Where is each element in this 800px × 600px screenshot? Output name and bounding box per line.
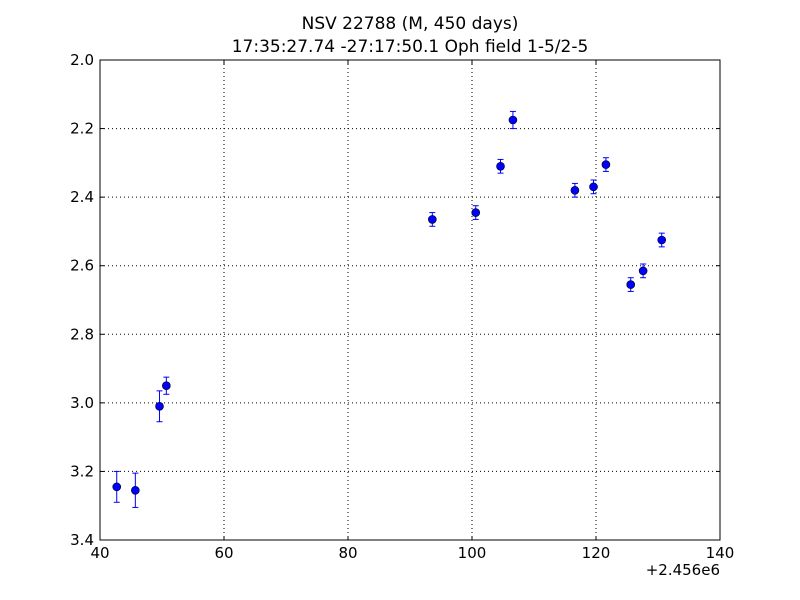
data-point (638, 263, 648, 279)
data-marker (570, 185, 580, 195)
y-tick-label: 2.8 (70, 325, 94, 343)
data-marker (496, 161, 505, 171)
data-marker (589, 182, 598, 192)
x-tick-label: 140 (706, 544, 735, 562)
data-point (589, 179, 598, 195)
data-point (496, 158, 505, 174)
data-point (112, 470, 122, 503)
data-point (601, 157, 611, 172)
y-tick-label: 3.4 (70, 531, 94, 549)
y-tick-label: 3.0 (70, 394, 94, 412)
data-marker (162, 381, 171, 391)
x-tick-label: 40 (90, 544, 109, 562)
data-marker (471, 208, 481, 217)
data-marker (657, 235, 667, 245)
x-tick-label: 60 (214, 544, 233, 562)
plot-frame (99, 59, 721, 541)
y-tick-label: 2.0 (70, 51, 94, 69)
data-marker (508, 115, 518, 125)
data-point (131, 472, 140, 508)
y-tick-label: 2.4 (70, 188, 94, 206)
chart-subtitle: 17:35:27.74 -27:17:50.1 Oph field 1-5/2-… (232, 37, 589, 57)
data-point (162, 376, 171, 395)
chart-title: NSV 22788 (M, 450 days) (302, 14, 519, 34)
data-point (508, 110, 518, 130)
x-tick-label: 80 (338, 544, 357, 562)
data-marker (626, 280, 636, 289)
x-offset-label: +2.456e6 (646, 561, 720, 579)
data-marker (131, 485, 140, 495)
y-tick-label: 2.6 (70, 257, 94, 275)
data-marker (428, 215, 437, 224)
x-tick-label: 100 (458, 544, 487, 562)
y-tick-label: 3.2 (70, 462, 94, 480)
data-point (428, 212, 437, 227)
data-point (626, 277, 636, 292)
data-marker (601, 160, 611, 169)
data-series (112, 110, 667, 508)
grid (100, 60, 720, 540)
data-point (155, 390, 164, 423)
data-marker (638, 266, 648, 276)
data-point (657, 232, 667, 248)
data-marker (155, 401, 164, 411)
data-point (570, 182, 580, 198)
data-marker (112, 482, 122, 492)
y-tick-label: 2.2 (70, 120, 94, 138)
data-point (471, 205, 481, 220)
x-tick-label: 120 (582, 544, 611, 562)
axis-ticks: 40 60 80 100 120 140 2.0 2.2 2.4 2.6 2.8 3.0 3.2 3.4 (70, 51, 734, 562)
